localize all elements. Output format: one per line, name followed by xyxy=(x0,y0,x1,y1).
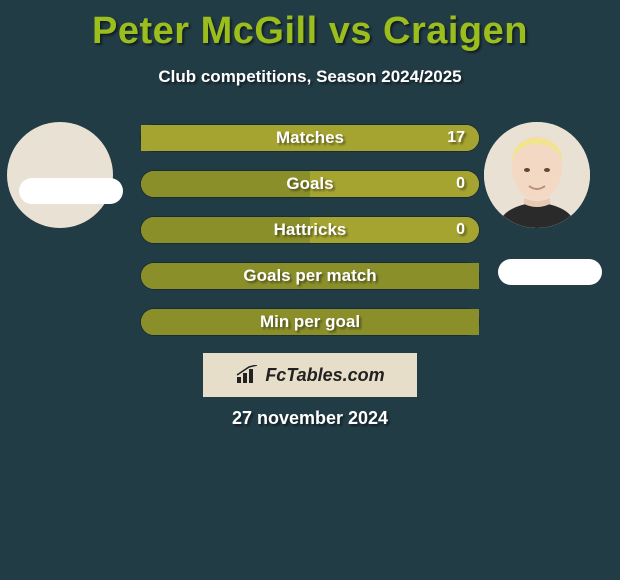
player-right-badge xyxy=(498,259,602,285)
player-right-avatar xyxy=(484,122,590,228)
bar-label: Min per goal xyxy=(260,312,360,332)
bar-fill-right xyxy=(310,171,479,197)
bar-label: Hattricks xyxy=(274,220,347,240)
page-subtitle: Club competitions, Season 2024/2025 xyxy=(0,67,620,87)
logo-label: FcTables.com xyxy=(265,365,384,386)
logo-text: FcTables.com xyxy=(235,365,384,386)
bar-goals: Goals 0 xyxy=(140,170,480,198)
page-title: Peter McGill vs Craigen xyxy=(0,0,620,53)
bar-label: Matches xyxy=(276,128,344,148)
bar-value-right: 17 xyxy=(447,129,465,147)
bar-fill-left xyxy=(141,171,310,197)
player-left-avatar xyxy=(7,122,113,228)
bar-label: Goals per match xyxy=(243,266,376,286)
logo-box[interactable]: FcTables.com xyxy=(203,353,417,397)
comparison-bars: Matches 17 Goals 0 Hattricks 0 Goals per… xyxy=(140,124,480,354)
player-left-badge xyxy=(19,178,123,204)
bar-value-right: 0 xyxy=(456,175,465,193)
bar-hattricks: Hattricks 0 xyxy=(140,216,480,244)
chart-icon xyxy=(235,365,261,385)
bar-matches: Matches 17 xyxy=(140,124,480,152)
bar-min-per-goal: Min per goal xyxy=(140,308,480,336)
bar-label: Goals xyxy=(286,174,333,194)
date-text: 27 november 2024 xyxy=(0,408,620,429)
bar-goals-per-match: Goals per match xyxy=(140,262,480,290)
bar-value-right: 0 xyxy=(456,221,465,239)
